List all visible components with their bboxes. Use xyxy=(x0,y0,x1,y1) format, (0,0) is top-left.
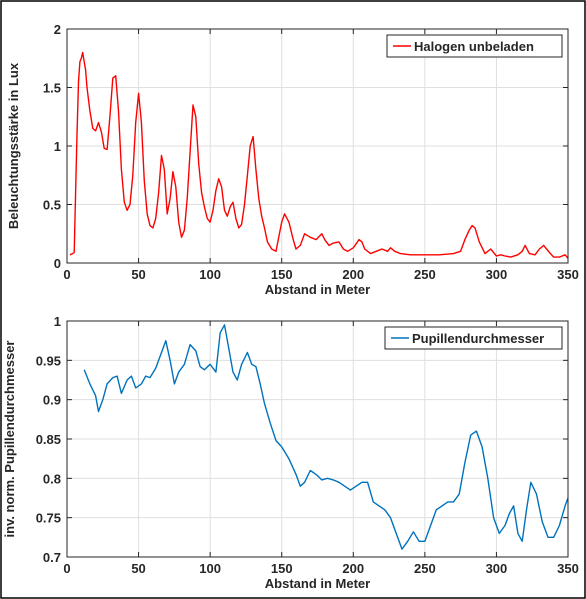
x-tick-label: 200 xyxy=(342,561,364,576)
x-tick-label: 0 xyxy=(63,561,70,576)
x-tick-label: 350 xyxy=(557,561,579,576)
y-tick-label: 1.5 xyxy=(43,81,61,96)
legend-box xyxy=(384,326,563,350)
x-tick-label: 250 xyxy=(414,267,436,282)
y-tick-label: 0.85 xyxy=(36,432,61,447)
y-tick-label: 0 xyxy=(54,256,61,271)
y-tick-label: 0.95 xyxy=(36,353,61,368)
x-axis-label: Abstand in Meter xyxy=(265,576,370,591)
x-tick-label: 50 xyxy=(131,561,145,576)
x-tick-label: 100 xyxy=(199,561,221,576)
x-tick-label: 250 xyxy=(414,561,436,576)
x-tick-label: 150 xyxy=(271,267,293,282)
y-tick-label: 0.75 xyxy=(36,511,61,526)
y-axis-label: Beleuchtungsstärke in Lux xyxy=(6,62,21,229)
y-tick-label: 0.9 xyxy=(43,393,61,408)
y-tick-label: 0.7 xyxy=(43,550,61,565)
x-tick-label: 300 xyxy=(486,561,508,576)
y-tick-label: 1 xyxy=(54,139,61,154)
x-tick-label: 350 xyxy=(557,267,579,282)
x-tick-label: 150 xyxy=(271,561,293,576)
x-tick-label: 50 xyxy=(131,267,145,282)
y-tick-label: 0.8 xyxy=(43,471,61,486)
chart-pupil-diameter: 0 50 100 150 200 250 300 350 0.7 0.75 0.8 0.85 0.9 0.… xyxy=(2,314,579,591)
y-tick-label: 1 xyxy=(54,314,61,329)
x-tick-label: 100 xyxy=(199,267,221,282)
legend-label: Pupillendurchmesser xyxy=(412,331,544,346)
y-tick-label: 2 xyxy=(54,22,61,37)
x-tick-label: 200 xyxy=(342,267,364,282)
y-axis-label: inv. norm. Pupillendurchmesser xyxy=(2,341,17,538)
legend-box xyxy=(386,34,563,58)
x-axis-label: Abstand in Meter xyxy=(265,282,370,297)
legend-label: Halogen unbeladen xyxy=(414,39,534,54)
series-line xyxy=(83,324,569,550)
y-tick-label: 0.5 xyxy=(43,198,61,213)
series-line xyxy=(69,51,569,259)
x-tick-label: 0 xyxy=(63,267,70,282)
x-tick-label: 300 xyxy=(486,267,508,282)
chart-illuminance: 0 50 100 150 200 250 300 350 0 0.5 1 1.5 2 Abstand in… xyxy=(6,22,579,297)
